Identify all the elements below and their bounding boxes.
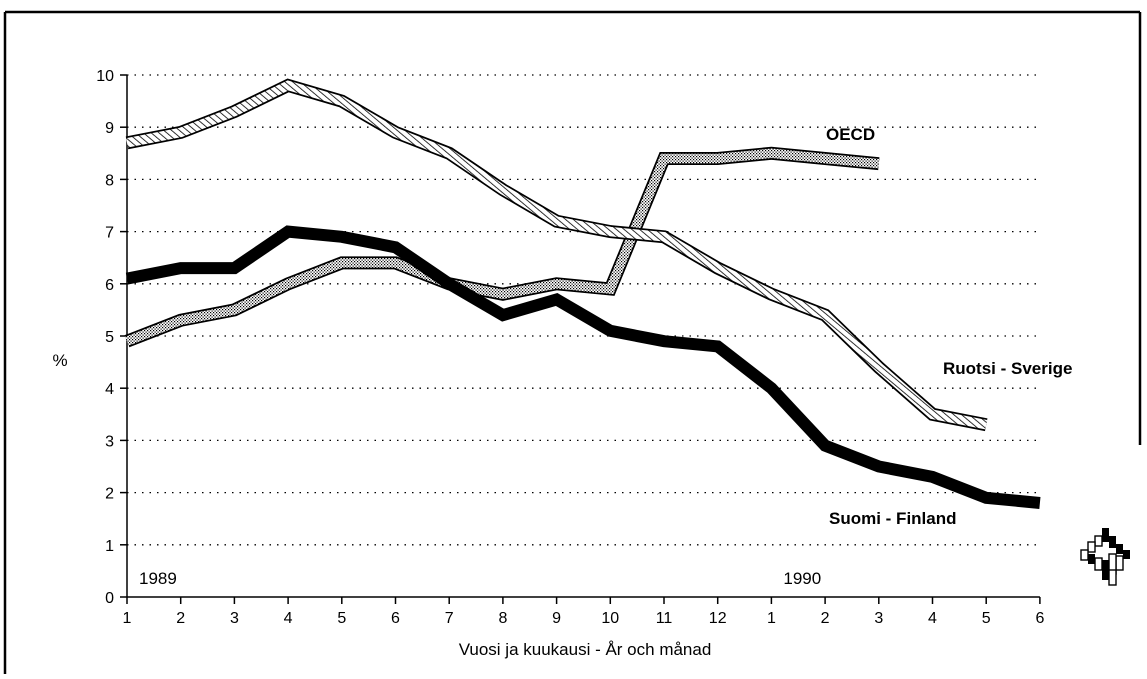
x-tick-label: 9 (552, 610, 561, 627)
x-tick-label: 11 (656, 610, 673, 627)
x-tick-label: 4 (928, 610, 937, 627)
y-tick-label: 3 (105, 433, 114, 450)
series-lines (124, 78, 1041, 509)
y-tick-label: 1 (105, 538, 114, 555)
x-tick-label: 5 (982, 610, 991, 627)
series-line-outline (125, 225, 1041, 509)
x-tick-label: 6 (391, 610, 400, 627)
year-label: 1990 (783, 569, 821, 588)
y-tick-label: 8 (105, 172, 114, 189)
x-tick-label: 3 (230, 610, 239, 627)
series-label: Ruotsi - Sverige (943, 359, 1072, 378)
y-tick-label: 9 (105, 120, 114, 137)
y-axis-label: % (52, 351, 67, 370)
y-tick-label: 4 (105, 381, 114, 398)
x-tick-label: 5 (337, 610, 346, 627)
x-tick-label: 6 (1035, 610, 1044, 627)
series-line-fill (126, 80, 988, 430)
x-tick-label: 8 (498, 610, 507, 627)
series-label: OECD (826, 125, 875, 144)
x-tick-label: 7 (445, 610, 454, 627)
statistics-finland-logo-icon (1080, 528, 1130, 586)
x-tick-label: 3 (874, 610, 883, 627)
y-tick-label: 7 (105, 225, 114, 242)
y-tick-label: 0 (105, 590, 114, 607)
x-tick-label: 10 (601, 610, 619, 627)
x-tick-label: 1 (123, 610, 132, 627)
x-tick-label: 4 (284, 610, 293, 627)
y-tick-label: 10 (96, 68, 114, 85)
x-tick-label: 2 (821, 610, 830, 627)
series-labels: OECD Ruotsi - Sverige Suomi - Finland (826, 125, 1072, 528)
series-label: Suomi - Finland (829, 509, 957, 528)
chart-frame (3, 10, 1142, 674)
x-tick-label: 1 (767, 610, 776, 627)
series-ruotsi-sverige (125, 78, 988, 432)
year-label: 1989 (139, 569, 177, 588)
x-axis-label: Vuosi ja kuukausi - År och månad (459, 640, 712, 659)
series-oecd (124, 146, 880, 348)
x-tick-label: 12 (709, 610, 727, 627)
series-line-fill (125, 148, 880, 346)
y-tick-label: 6 (105, 277, 114, 294)
x-tick-label: 2 (176, 610, 185, 627)
y-tick-label: 2 (105, 486, 114, 503)
y-tick-label: 5 (105, 329, 114, 346)
series-suomi-finland (125, 225, 1041, 509)
